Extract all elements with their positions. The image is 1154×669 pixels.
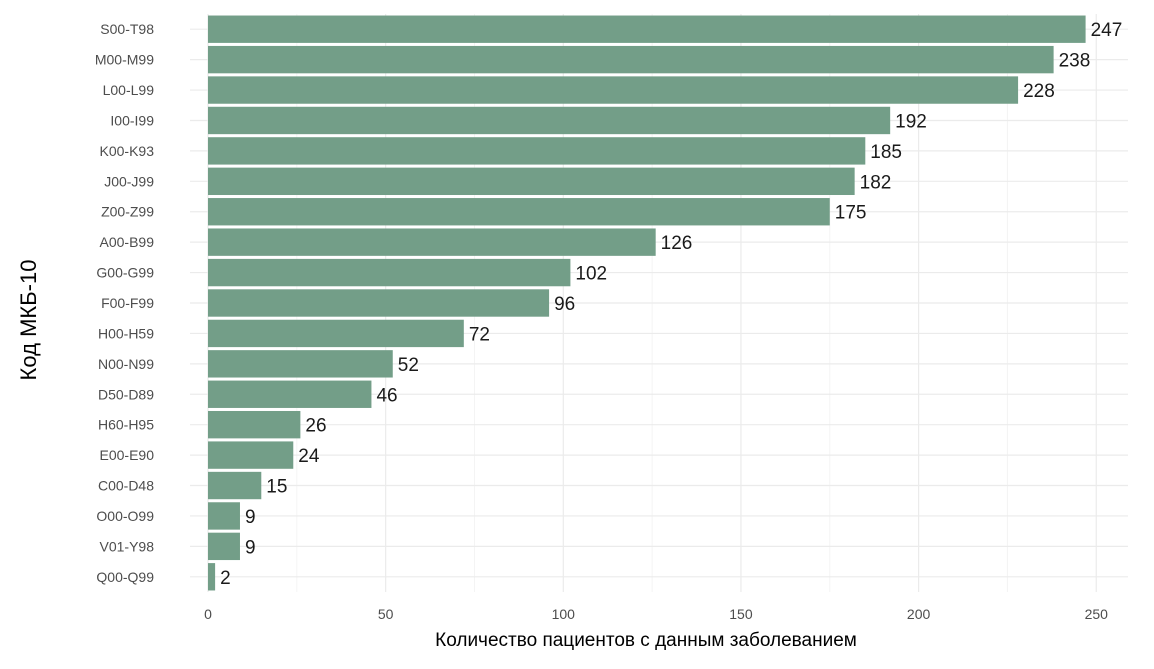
bar-value-label: 247 bbox=[1091, 20, 1123, 41]
bar bbox=[208, 350, 393, 378]
bar bbox=[208, 380, 372, 408]
y-axis-title: Код МКБ-10 bbox=[16, 260, 41, 381]
y-tick-label: E00-E90 bbox=[100, 447, 155, 463]
y-tick-label: D50-D89 bbox=[98, 386, 154, 402]
bar bbox=[208, 76, 1019, 104]
x-tick-label: 0 bbox=[204, 606, 212, 622]
x-tick-label: 150 bbox=[729, 606, 753, 622]
y-tick-label: L00-L99 bbox=[103, 82, 155, 98]
bar-value-label: 182 bbox=[860, 172, 892, 193]
bar bbox=[208, 198, 830, 226]
bar bbox=[208, 532, 240, 561]
bar bbox=[208, 228, 656, 256]
bar bbox=[208, 319, 464, 348]
y-tick-label: F00-F99 bbox=[101, 295, 154, 311]
bar-value-label: 46 bbox=[376, 385, 397, 406]
y-tick-label: I00-I99 bbox=[110, 112, 154, 128]
y-axis-tick-labels: S00-T98 M00-M99 L00-L99 I00-I99 K00-K93 J00-J… bbox=[95, 21, 154, 585]
y-tick-label: H00-H59 bbox=[98, 325, 154, 341]
bar bbox=[208, 137, 866, 165]
bar-value-label: 228 bbox=[1023, 81, 1055, 102]
x-tick-label: 250 bbox=[1085, 606, 1109, 622]
y-tick-label: A00-B99 bbox=[100, 234, 155, 250]
bar-value-label: 15 bbox=[266, 477, 287, 498]
bar-value-label: 52 bbox=[398, 355, 419, 376]
bar bbox=[208, 410, 301, 439]
y-tick-label: M00-M99 bbox=[95, 52, 154, 68]
bar-value-label: 26 bbox=[305, 416, 326, 437]
y-tick-label: C00-D48 bbox=[98, 478, 154, 494]
bar-value-label: 185 bbox=[870, 142, 902, 163]
bar-value-label: 72 bbox=[469, 324, 490, 345]
y-tick-label: S00-T98 bbox=[100, 21, 154, 37]
y-tick-label: V01-Y98 bbox=[100, 538, 155, 554]
x-axis-title: Количество пациентов с данным заболевани… bbox=[435, 630, 857, 651]
bar-value-label: 96 bbox=[554, 294, 575, 315]
bar-value-label: 238 bbox=[1059, 51, 1091, 72]
bar bbox=[208, 441, 294, 469]
y-tick-label: O00-O99 bbox=[96, 508, 154, 524]
bar-value-label: 9 bbox=[245, 507, 256, 528]
bar bbox=[208, 289, 550, 317]
y-tick-label: Q00-Q99 bbox=[96, 569, 154, 585]
bar-value-label: 24 bbox=[298, 446, 320, 467]
x-tick-label: 100 bbox=[552, 606, 576, 622]
y-tick-label: N00-N99 bbox=[98, 356, 154, 372]
bar bbox=[208, 15, 1086, 43]
x-axis-tick-labels: 0 50 100 150 200 250 bbox=[204, 606, 1108, 622]
bar bbox=[208, 471, 262, 500]
y-tick-label: Z00-Z99 bbox=[101, 204, 154, 220]
bars bbox=[208, 15, 1086, 591]
bar bbox=[208, 45, 1054, 74]
bar bbox=[208, 167, 855, 196]
bar-value-label: 9 bbox=[245, 537, 256, 558]
y-tick-label: J00-J99 bbox=[104, 173, 154, 189]
bar-value-label: 192 bbox=[895, 111, 927, 132]
bar-value-label: 175 bbox=[835, 203, 867, 224]
y-tick-label: H60-H95 bbox=[98, 417, 154, 433]
bar-value-label: 102 bbox=[575, 264, 607, 285]
bar-value-label: 2 bbox=[220, 568, 231, 589]
x-tick-label: 200 bbox=[907, 606, 931, 622]
bar bbox=[208, 563, 216, 591]
x-tick-label: 50 bbox=[378, 606, 394, 622]
y-tick-label: K00-K93 bbox=[100, 143, 155, 159]
bar bbox=[208, 258, 571, 287]
bar bbox=[208, 106, 891, 135]
y-tick-label: G00-G99 bbox=[96, 265, 154, 281]
bar-value-label: 126 bbox=[661, 233, 693, 254]
bar bbox=[208, 502, 240, 530]
